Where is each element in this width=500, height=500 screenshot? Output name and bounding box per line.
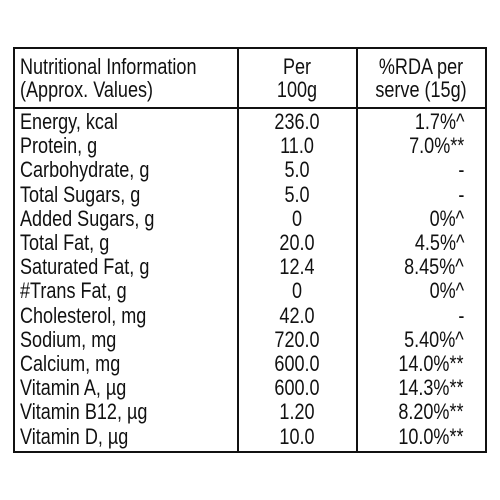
per-100g-value: 42.0: [279, 302, 315, 328]
header-text: (Approx. Values): [20, 77, 154, 102]
per-100g-value: 600.0: [274, 375, 320, 401]
per-100g-value: 236.0: [274, 109, 320, 134]
table-border: [13, 47, 487, 453]
nutrient-name: Total Fat, g: [20, 230, 110, 255]
nutrient-name: Vitamin A, µg: [20, 375, 127, 401]
header-text: Per: [282, 54, 312, 79]
rda-value: -: [457, 157, 464, 183]
column-divider: [237, 47, 239, 453]
rda-value: 0%^: [429, 278, 464, 304]
nutrient-name: #Trans Fat, g: [20, 278, 127, 304]
per-100g-value: 600.0: [274, 351, 320, 376]
nutrient-name: Energy, kcal: [20, 109, 118, 134]
per-100g-value: 1.20: [279, 399, 315, 425]
per-100g-value: 5.0: [284, 181, 310, 207]
rda-value: -: [457, 181, 464, 207]
rda-value: 4.5%^: [414, 230, 464, 255]
header-text: Nutritional Information: [20, 54, 197, 79]
column-divider: [356, 47, 358, 453]
rda-value: 14.0%**: [398, 351, 464, 376]
rda-value: -: [457, 302, 464, 328]
per-100g-value: 20.0: [279, 230, 315, 255]
rda-value: 7.0%**: [408, 133, 464, 159]
per-100g-value: 10.0: [279, 423, 315, 449]
nutrient-name: Vitamin D, µg: [20, 423, 129, 449]
nutrient-name: Cholesterol, mg: [20, 302, 147, 328]
nutrient-name: Vitamin B12, µg: [20, 399, 148, 425]
rda-value: 8.20%**: [398, 399, 464, 425]
per-100g-value: 0: [291, 205, 303, 231]
per-100g-value: 11.0: [280, 133, 314, 159]
per-100g-value: 0: [291, 278, 303, 304]
header-text: serve (15g): [375, 77, 467, 102]
nutrient-name: Calcium, mg: [20, 351, 121, 376]
nutrient-name: Carbohydrate, g: [20, 157, 150, 183]
nutrient-name: Protein, g: [20, 133, 98, 159]
rda-value: 0%^: [429, 205, 464, 231]
per-100g-value: 720.0: [274, 326, 320, 352]
nutrient-name: Saturated Fat, g: [20, 254, 150, 280]
rda-value: 14.3%**: [398, 375, 464, 401]
nutrient-name: Total Sugars, g: [20, 181, 141, 207]
rda-value: 1.7%^: [414, 109, 464, 134]
header-text: %RDA per: [378, 54, 464, 79]
per-100g-value: 12.4: [279, 254, 315, 280]
nutrient-name: Added Sugars, g: [20, 205, 155, 231]
per-100g-value: 5.0: [284, 157, 310, 183]
header-text: 100g: [276, 77, 318, 102]
rda-value: 5.40%^: [404, 326, 464, 352]
header-divider: [13, 107, 487, 109]
nutrient-name: Sodium, mg: [20, 326, 117, 352]
rda-value: 10.0%**: [398, 423, 464, 449]
rda-value: 8.45%^: [404, 254, 464, 280]
